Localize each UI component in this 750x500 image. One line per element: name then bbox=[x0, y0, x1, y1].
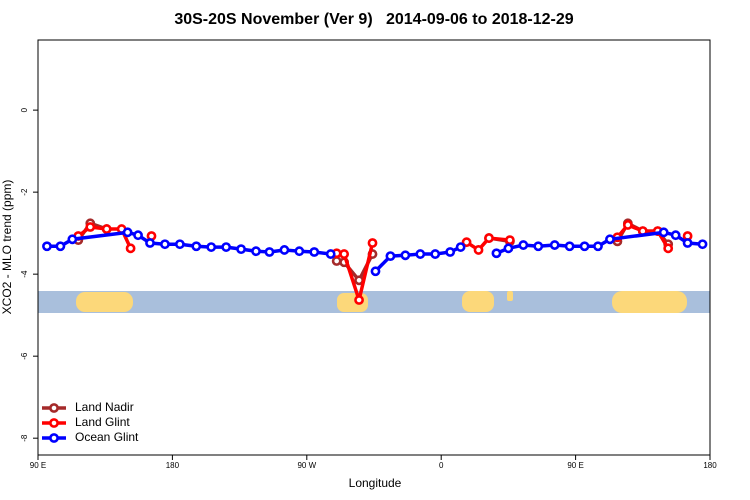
point bbox=[682, 238, 693, 248]
y-tick-label: -6 bbox=[20, 352, 29, 360]
point bbox=[484, 233, 494, 243]
point bbox=[455, 242, 466, 252]
legend-marker bbox=[49, 403, 59, 413]
legend-marker bbox=[49, 433, 59, 443]
point bbox=[67, 234, 78, 245]
y-tick-label: -8 bbox=[20, 434, 29, 442]
x-tick-label: 180 bbox=[166, 461, 180, 470]
point bbox=[339, 249, 350, 259]
point bbox=[518, 240, 529, 250]
point bbox=[461, 237, 472, 248]
point bbox=[533, 241, 544, 252]
point bbox=[697, 239, 708, 250]
point bbox=[430, 249, 441, 259]
point bbox=[101, 224, 112, 234]
point bbox=[145, 238, 155, 248]
point bbox=[370, 266, 381, 277]
point bbox=[579, 241, 590, 252]
map-strip bbox=[38, 291, 710, 313]
point bbox=[331, 256, 342, 266]
point bbox=[160, 239, 170, 250]
point bbox=[445, 247, 456, 257]
point bbox=[663, 243, 674, 254]
point bbox=[206, 242, 217, 252]
point bbox=[400, 250, 411, 261]
point bbox=[42, 241, 52, 252]
point bbox=[264, 247, 275, 257]
point bbox=[122, 227, 133, 238]
x-tick-label: 90 E bbox=[30, 461, 46, 470]
point bbox=[473, 245, 484, 255]
point bbox=[385, 251, 396, 262]
legend-label: Land Nadir bbox=[75, 400, 134, 414]
point bbox=[309, 247, 320, 257]
y-tick-label: -2 bbox=[20, 188, 29, 196]
point bbox=[191, 241, 202, 252]
y-tick-label: 0 bbox=[20, 107, 29, 112]
point bbox=[415, 249, 426, 259]
chart-title: 30S-20S November (Ver 9) 2014-09-06 to 2… bbox=[174, 11, 573, 28]
point bbox=[504, 235, 515, 246]
point bbox=[251, 246, 261, 257]
point bbox=[670, 230, 681, 241]
legend-label: Land Glint bbox=[75, 415, 130, 429]
point bbox=[279, 245, 290, 255]
point bbox=[549, 240, 560, 250]
point bbox=[658, 227, 669, 238]
point bbox=[55, 241, 66, 252]
x-tick-label: 0 bbox=[439, 461, 444, 470]
plot-frame bbox=[37, 39, 711, 456]
point bbox=[174, 239, 185, 250]
point bbox=[503, 243, 514, 254]
point bbox=[605, 234, 615, 245]
point bbox=[622, 220, 633, 230]
x-tick-label: 180 bbox=[703, 461, 717, 470]
point bbox=[354, 295, 364, 305]
point bbox=[325, 249, 336, 259]
y-axis-label: XCO2 - MLO trend (ppm) bbox=[0, 180, 14, 315]
point bbox=[294, 246, 305, 257]
legend-marker bbox=[49, 418, 59, 428]
point bbox=[125, 243, 136, 254]
point bbox=[491, 248, 502, 259]
legend-label: Ocean Glint bbox=[75, 430, 139, 444]
point bbox=[85, 222, 96, 232]
point bbox=[593, 241, 603, 252]
point bbox=[367, 238, 378, 248]
x-tick-label: 90 E bbox=[567, 461, 583, 470]
point bbox=[564, 241, 575, 252]
y-tick-label: -4 bbox=[20, 270, 29, 278]
point bbox=[236, 244, 246, 255]
x-axis-label: Longitude bbox=[349, 476, 402, 490]
point bbox=[133, 230, 143, 241]
x-tick-label: 90 W bbox=[297, 461, 316, 470]
point bbox=[221, 242, 232, 252]
